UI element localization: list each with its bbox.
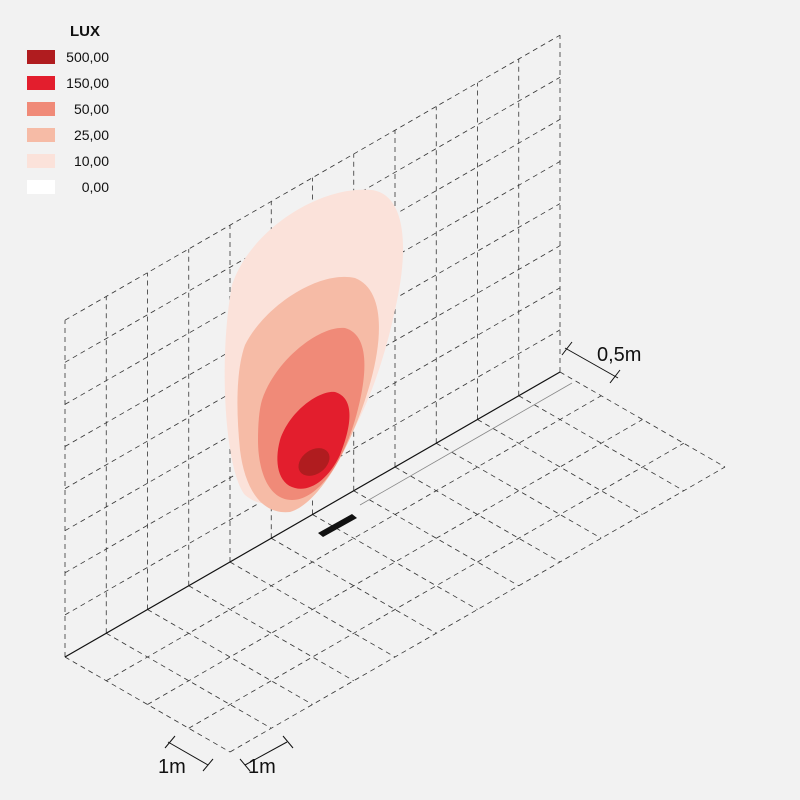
grid-line: [394, 466, 561, 563]
legend: 500,00 150,00 50,00 25,00 10,00 0,00: [27, 49, 109, 195]
legend-swatch: [27, 128, 55, 142]
legend-title: LUX: [70, 23, 100, 40]
grid-line: [64, 371, 561, 658]
grid-line: [64, 656, 231, 753]
contour-500: [298, 448, 330, 476]
legend-swatch: [27, 50, 55, 64]
grid-line: [312, 514, 478, 610]
legend-label: 0,00: [82, 179, 109, 195]
grid: [64, 34, 726, 753]
dimension-lines: [164, 341, 621, 772]
grid-line: [106, 632, 272, 729]
grid-line: [436, 442, 602, 539]
grid-line: [229, 561, 396, 658]
legend-swatch: [27, 154, 55, 168]
isolux-contours: [224, 189, 404, 513]
grid-line: [147, 609, 313, 705]
legend-label: 500,00: [66, 49, 109, 65]
legend-label: 150,00: [66, 75, 109, 91]
contour-150: [277, 391, 350, 489]
legend-swatch: [27, 76, 55, 90]
grid-line: [353, 490, 519, 587]
legend-label: 50,00: [74, 101, 109, 117]
dimension-label: 0,5m: [597, 344, 641, 366]
legend-label: 25,00: [74, 127, 109, 143]
legend-label: 10,00: [74, 153, 109, 169]
grid-line: [477, 419, 643, 515]
grid-line: [271, 537, 437, 634]
luminaire: [318, 514, 357, 537]
legend-swatch: [27, 102, 55, 116]
grid-line: [518, 395, 684, 492]
grid-line: [188, 585, 354, 682]
legend-swatch: [27, 180, 55, 194]
dimension-label: 1m: [248, 756, 276, 778]
fixture-axis: [359, 382, 573, 506]
dimension-label: 1m: [158, 756, 186, 778]
grid-line: [559, 371, 726, 468]
